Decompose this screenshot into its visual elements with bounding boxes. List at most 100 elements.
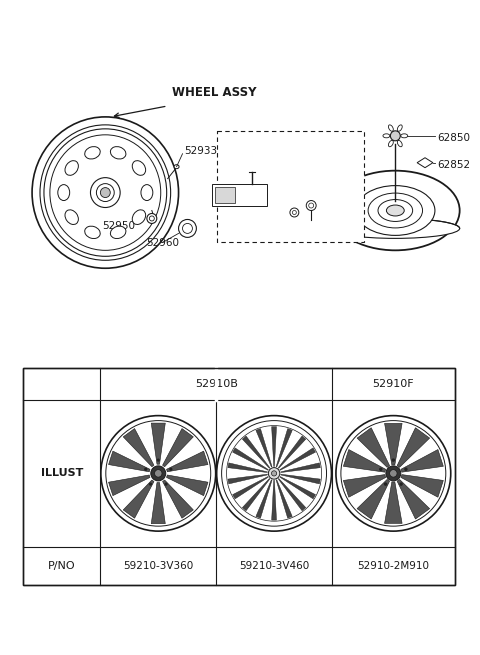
Ellipse shape	[356, 185, 435, 235]
Ellipse shape	[100, 187, 110, 198]
Text: WHEEL ASSY: WHEEL ASSY	[172, 86, 256, 99]
Ellipse shape	[132, 160, 145, 176]
Ellipse shape	[306, 200, 316, 210]
Ellipse shape	[397, 125, 402, 131]
Polygon shape	[151, 483, 165, 523]
Text: 52960: 52960	[146, 238, 179, 248]
Polygon shape	[357, 428, 390, 468]
Polygon shape	[108, 475, 150, 496]
Text: 52910F: 52910F	[372, 379, 414, 389]
Ellipse shape	[110, 226, 126, 238]
Polygon shape	[281, 474, 320, 484]
Polygon shape	[343, 449, 386, 472]
Polygon shape	[280, 448, 315, 470]
Ellipse shape	[401, 134, 408, 138]
Circle shape	[216, 416, 332, 531]
Text: 52950: 52950	[102, 221, 135, 231]
Polygon shape	[272, 480, 276, 520]
Polygon shape	[228, 474, 267, 484]
Circle shape	[379, 468, 383, 471]
Ellipse shape	[290, 208, 299, 217]
Bar	[23, 368, 455, 585]
Polygon shape	[384, 423, 402, 465]
Text: 52934: 52934	[288, 176, 322, 185]
Ellipse shape	[141, 185, 153, 200]
Ellipse shape	[331, 219, 460, 238]
Ellipse shape	[58, 185, 70, 200]
Ellipse shape	[90, 178, 120, 208]
Circle shape	[156, 458, 160, 462]
Polygon shape	[272, 426, 276, 466]
Polygon shape	[276, 479, 292, 518]
Polygon shape	[401, 475, 444, 497]
Circle shape	[390, 470, 397, 477]
Bar	[23, 368, 455, 585]
Ellipse shape	[174, 164, 179, 169]
Ellipse shape	[388, 140, 393, 147]
Text: 52933D: 52933D	[225, 176, 266, 185]
Text: P/NO: P/NO	[48, 561, 75, 571]
Circle shape	[165, 483, 168, 486]
Ellipse shape	[378, 200, 413, 221]
Circle shape	[386, 466, 401, 481]
Polygon shape	[343, 475, 386, 497]
Ellipse shape	[40, 125, 171, 260]
Ellipse shape	[179, 219, 196, 237]
Text: 52910-2M910: 52910-2M910	[357, 561, 429, 571]
Ellipse shape	[84, 226, 100, 238]
Text: 62852: 62852	[437, 160, 470, 170]
Ellipse shape	[383, 134, 390, 138]
Ellipse shape	[149, 216, 154, 221]
Polygon shape	[242, 478, 270, 511]
Circle shape	[151, 466, 166, 481]
Circle shape	[399, 482, 403, 486]
Polygon shape	[281, 463, 320, 472]
Circle shape	[392, 458, 395, 462]
Circle shape	[144, 468, 147, 471]
Circle shape	[384, 482, 387, 486]
Ellipse shape	[110, 147, 126, 159]
Polygon shape	[151, 423, 165, 464]
Polygon shape	[278, 436, 306, 468]
Polygon shape	[233, 477, 268, 499]
Polygon shape	[278, 478, 306, 511]
Polygon shape	[167, 451, 208, 472]
Polygon shape	[233, 448, 268, 470]
Circle shape	[404, 468, 408, 471]
Ellipse shape	[390, 131, 400, 141]
Ellipse shape	[331, 171, 460, 250]
Polygon shape	[276, 428, 292, 467]
Polygon shape	[167, 475, 208, 496]
Circle shape	[268, 468, 280, 479]
Polygon shape	[397, 428, 430, 468]
Ellipse shape	[368, 193, 422, 228]
Circle shape	[169, 468, 172, 471]
Polygon shape	[397, 479, 430, 519]
Ellipse shape	[397, 140, 402, 147]
Ellipse shape	[147, 214, 157, 223]
Polygon shape	[108, 451, 150, 472]
Text: 52933K: 52933K	[272, 140, 312, 150]
Ellipse shape	[65, 160, 78, 176]
Text: 59210-3V360: 59210-3V360	[123, 561, 193, 571]
Ellipse shape	[132, 210, 145, 225]
Ellipse shape	[386, 205, 404, 216]
Text: (TPMS): (TPMS)	[225, 140, 264, 150]
Ellipse shape	[50, 135, 161, 250]
Text: 52933: 52933	[184, 146, 217, 156]
Ellipse shape	[32, 117, 179, 269]
Circle shape	[272, 471, 276, 476]
Polygon shape	[256, 479, 272, 518]
Polygon shape	[256, 428, 272, 467]
Polygon shape	[163, 480, 193, 518]
Polygon shape	[228, 463, 267, 472]
Ellipse shape	[182, 223, 192, 233]
Polygon shape	[123, 480, 154, 518]
Ellipse shape	[65, 210, 78, 225]
Text: 62850: 62850	[437, 133, 470, 143]
Ellipse shape	[292, 210, 296, 214]
Bar	[212, 183, 267, 206]
Polygon shape	[384, 482, 402, 523]
Bar	[215, 187, 235, 202]
Polygon shape	[401, 449, 444, 472]
